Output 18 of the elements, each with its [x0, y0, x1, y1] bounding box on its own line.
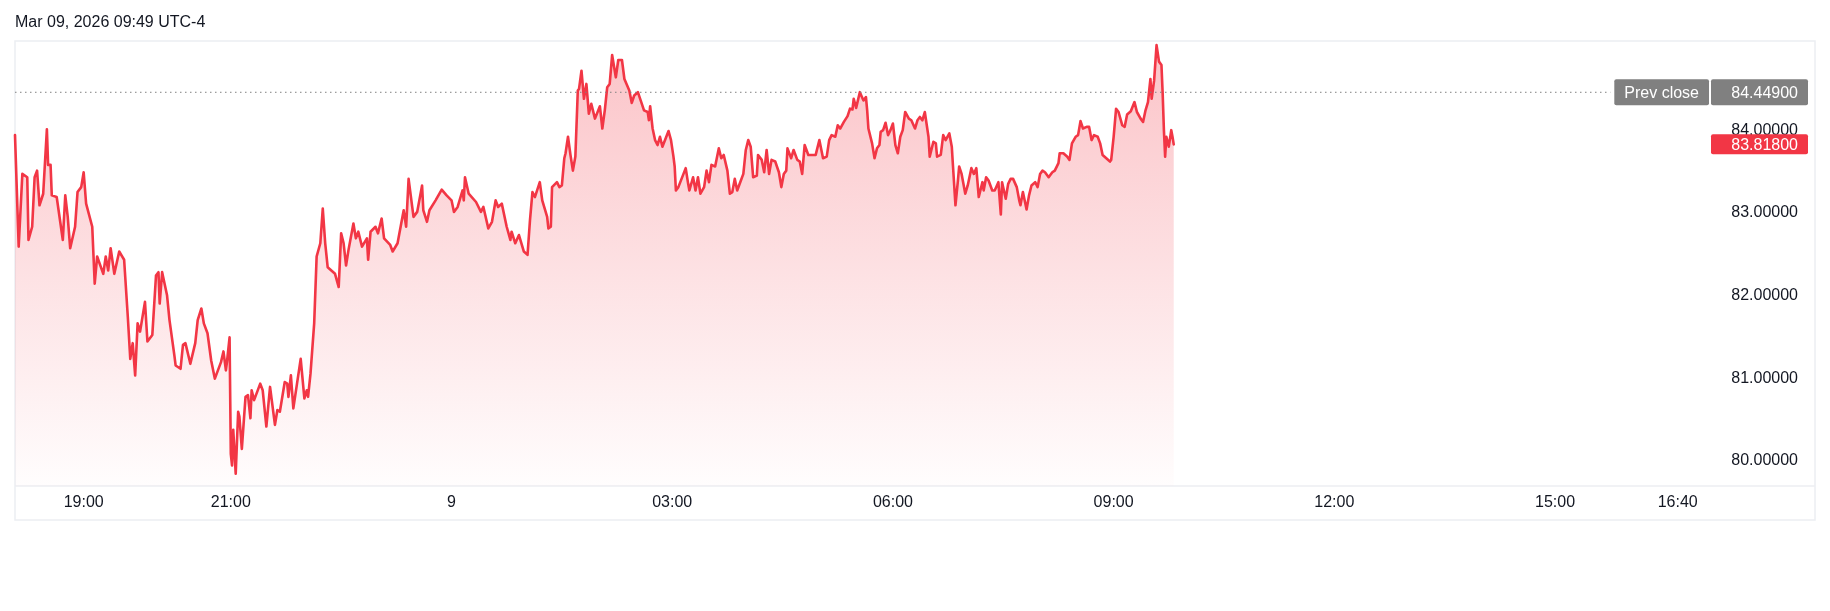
- text: Mar 09, 2026 09:49 UTC-4: [15, 12, 206, 30]
- y-tick-label: 82.00000: [1731, 285, 1799, 303]
- y-tick-label: 81.00000: [1731, 368, 1799, 386]
- y-tick-label: 84.00000: [1731, 120, 1799, 138]
- x-tick-label: 9: [447, 492, 457, 510]
- x-tick-label: 06:00: [872, 492, 914, 510]
- x-tick-label: 12:00: [1314, 492, 1355, 510]
- x-tick-label: 21:00: [210, 492, 251, 510]
- x-tick-label: 09:00: [1093, 492, 1134, 510]
- y-tick-label: 83.81800: [1731, 135, 1799, 153]
- y-tick-label: 83.00000: [1731, 203, 1799, 221]
- ref-line-label: Prev close: [1624, 83, 1700, 101]
- x-tick-label: 16:40: [1657, 492, 1698, 510]
- y-tick-label: 80.00000: [1731, 451, 1799, 469]
- x-tick-label: 19:00: [63, 492, 104, 510]
- y-tick-label: 84.44900: [1731, 83, 1799, 101]
- x-tick-label: 03:00: [652, 492, 693, 510]
- x-tick-label: 15:00: [1535, 492, 1576, 510]
